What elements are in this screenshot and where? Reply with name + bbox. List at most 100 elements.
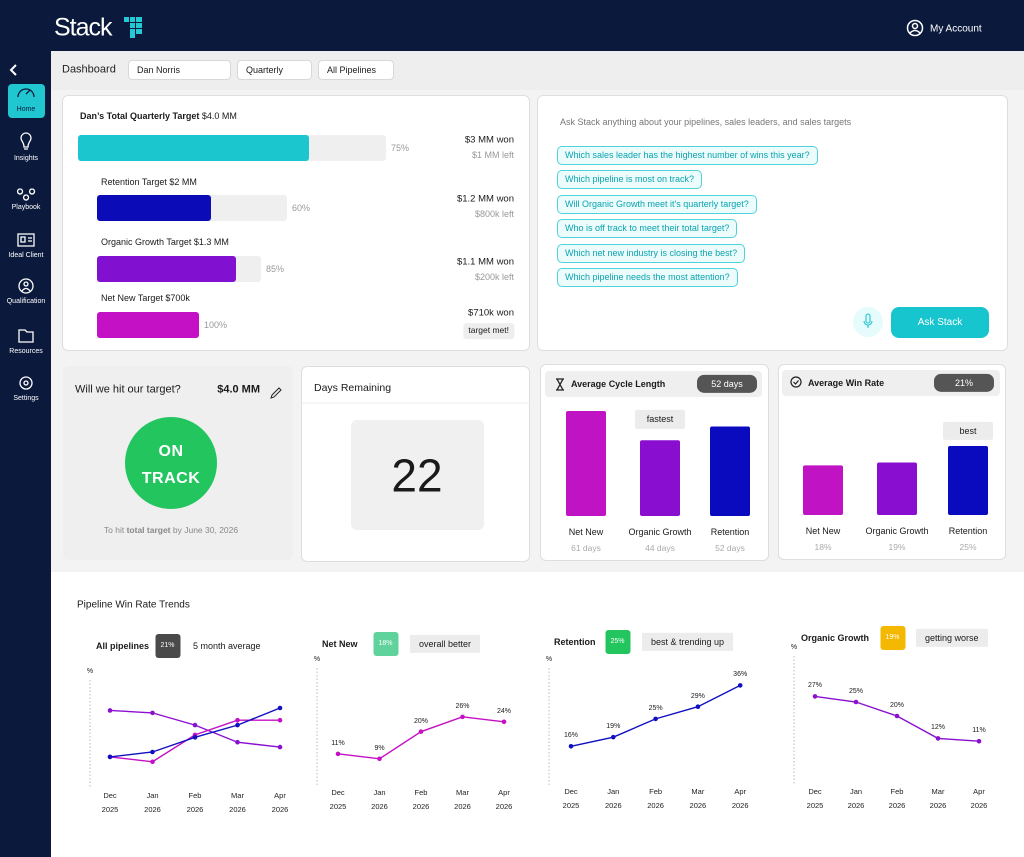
percent-label: 100% (204, 319, 228, 330)
days-box (351, 420, 484, 530)
bar (948, 446, 988, 515)
value-label: 19% (888, 542, 906, 553)
trend-point (235, 722, 240, 728)
target-label: Retention Target $2 MM (101, 176, 197, 187)
x-tick-label: Mar 2026 (229, 791, 246, 814)
nav-item[interactable]: Settings (13, 394, 39, 402)
chart-title: All pipelines (96, 640, 150, 651)
status-footer: To hit total target by June 30, 2026 (104, 525, 238, 535)
account-link[interactable]: My Account (930, 23, 982, 35)
nav-icon (17, 233, 35, 247)
x-tick-label: Dec 2025 (329, 788, 347, 811)
footer-prefix: To hit (103, 525, 125, 535)
percent-label: 85% (266, 263, 285, 274)
chart-note: getting worse (916, 628, 988, 648)
bar-annotation: best (943, 421, 993, 441)
x-tick-label: Apr 2026 (271, 791, 289, 814)
progress-bar (78, 135, 309, 161)
point-label: 24% (496, 707, 512, 715)
account-icon[interactable] (906, 19, 924, 37)
point-label: 11% (331, 739, 345, 747)
trend-point (277, 705, 283, 711)
ask-prompt: Ask Stack anything about your pipelines,… (560, 116, 852, 127)
x-tick-label: Mar 2026 (929, 787, 947, 810)
logo: Stack (54, 13, 113, 42)
x-tick-label: Mar 2026 (689, 787, 707, 810)
x-tick-label: Mar 2026 (454, 788, 471, 811)
left-amount: $1 MM left (471, 149, 514, 160)
suggested-question[interactable]: Which net new industry is closing the be… (557, 243, 746, 263)
edit-icon[interactable] (270, 387, 282, 399)
category-label: Organic Growth (628, 526, 692, 537)
point-label: 19% (606, 723, 621, 731)
x-tick-label: Dec 2025 (562, 787, 580, 810)
nav-icon (16, 188, 36, 201)
footer-bold: total target (126, 525, 171, 535)
bar (710, 426, 750, 516)
mic-button[interactable] (853, 307, 883, 337)
x-tick-label: Feb 2026 (186, 791, 204, 814)
point-label: 26% (455, 702, 470, 710)
point-label: 36% (733, 671, 748, 679)
mic-icon (863, 313, 873, 328)
won-amount: $1.2 MM won (456, 193, 514, 205)
suggested-question[interactable]: Which pipeline needs the most attention? (557, 268, 738, 287)
section-title: Pipeline Win Rate Trends (77, 599, 190, 611)
y-axis-label: % (545, 655, 553, 663)
chart-note: best & trending up (642, 632, 734, 652)
nav-icon (20, 132, 32, 150)
days-title: Days Remaining (314, 381, 392, 394)
chart-badge: 19% (880, 625, 905, 651)
status-circle (125, 417, 217, 509)
filter-dropdown[interactable]: Dan Norris (128, 60, 231, 80)
back-arrow[interactable] (9, 64, 17, 76)
x-tick-label: Jan 2026 (847, 787, 865, 810)
chart-note: 5 month average (193, 640, 261, 651)
trend-point (460, 714, 465, 720)
x-tick-label: Feb 2026 (412, 788, 430, 811)
chart-note: overall better (410, 634, 481, 654)
trend-point (150, 710, 155, 716)
nav-item[interactable]: Playbook (11, 203, 41, 211)
status-question: Will we hit our target? (75, 383, 181, 396)
nav-item[interactable]: Insights (13, 154, 39, 162)
filter-dropdown[interactable]: All Pipelines (318, 60, 394, 80)
category-label: Net New (805, 525, 841, 536)
point-label: 9% (374, 744, 385, 752)
x-tick-label: Dec 2025 (101, 791, 119, 814)
suggested-question[interactable]: Who is off track to meet their total tar… (557, 219, 738, 239)
won-amount: $1.1 MM won (456, 256, 514, 268)
ask-button[interactable]: Ask Stack (891, 307, 989, 338)
x-tick-label: Jan 2026 (604, 787, 622, 810)
card-badge: 52 days (697, 374, 757, 394)
trends-section (51, 572, 1024, 857)
trend-point (812, 694, 818, 699)
nav-item[interactable]: Resources (9, 347, 43, 355)
trend-point (107, 754, 113, 760)
card-title: Average Cycle Length (571, 378, 666, 389)
category-label: Net New (568, 526, 604, 537)
category-label: Retention (948, 525, 988, 536)
nav-icon (18, 329, 34, 343)
trend-point (418, 729, 424, 734)
status-amount: $4.0 MM (217, 383, 260, 396)
filter-label: Dan Norris (137, 65, 181, 75)
trend-point (377, 756, 382, 762)
value-label: 52 days (715, 543, 745, 554)
logo-icon (124, 17, 142, 38)
suggested-question[interactable]: Will Organic Growth meet it's quarterly … (557, 194, 757, 214)
nav-item[interactable]: Ideal Client (8, 251, 44, 259)
progress-bar (97, 312, 199, 338)
x-tick-label: Dec 2025 (806, 787, 824, 810)
point-label: 27% (807, 682, 823, 690)
suggested-question[interactable]: Which sales leader has the highest numbe… (557, 146, 818, 165)
suggested-question[interactable]: Which pipeline is most on track? (557, 170, 703, 190)
filter-dropdown[interactable]: Quarterly (237, 60, 312, 80)
nav-item[interactable]: Home (16, 105, 36, 113)
point-label: 20% (413, 717, 429, 725)
nav-item[interactable]: Qualification (6, 297, 46, 305)
progress-bar (97, 256, 237, 282)
footer-suffix: by June 30, 2026 (172, 525, 239, 535)
bar-annotation: fastest (635, 410, 685, 429)
point-label: 29% (690, 692, 705, 700)
